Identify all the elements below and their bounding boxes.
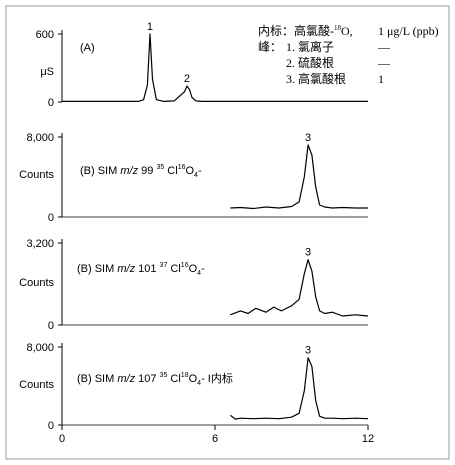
y-tick-label: 0 [48, 420, 54, 432]
y-axis-label: Counts [19, 379, 54, 391]
panel-label: (A) [80, 42, 95, 54]
panel-2: 0 8,000 Counts (B) SIM m/z 99 35 Cl16O4- 3 [19, 132, 368, 224]
legend-block: 内标：高氯酸-18O, 1 μg/L (ppb) 峰： 1. 氯离子 — 2. … [258, 23, 439, 86]
panel-1: 0 600 μS (A) 1 2 [36, 21, 368, 109]
legend-peak-heading: 峰： [258, 40, 282, 54]
chromatogram-trace [230, 144, 368, 210]
legend-peak-3-value: 1 [378, 72, 384, 86]
x-tick-label: 12 [362, 433, 374, 445]
peak-label: 1 [147, 21, 153, 33]
legend-peak-1-value: — [377, 40, 391, 54]
x-tick-label: 6 [212, 433, 218, 445]
peak-label: 2 [184, 73, 190, 85]
chromatogram-trace [62, 33, 368, 103]
legend-peak-2-value: — [377, 56, 391, 70]
y-tick-label: 0 [48, 212, 54, 224]
peak-label: 3 [305, 132, 311, 144]
panel-3: 0 3,200 Counts (B) SIM m/z 101 37 Cl16O4- 3 [19, 238, 369, 332]
y-tick-label: 8,000 [26, 132, 54, 144]
panel-label: (B) SIM m/z 99 35 Cl16O4- [80, 164, 202, 179]
peak-label: 3 [305, 247, 311, 259]
figure-border [5, 5, 450, 460]
legend-peak-3: 3. 高氯酸根 [286, 71, 346, 86]
y-axis-label: Counts [19, 277, 54, 289]
y-axis-label: Counts [19, 169, 54, 181]
legend-title: 内标：高氯酸-18O, [258, 23, 353, 38]
peak-label: 3 [305, 345, 311, 357]
x-axis: 0 6 12 [59, 425, 374, 445]
y-axis-label: μS [40, 66, 54, 78]
y-tick-label: 600 [36, 29, 54, 41]
chromatogram-trace [229, 357, 369, 420]
y-tick-label: 0 [48, 97, 54, 109]
panel-4: 0 8,000 Counts (B) SIM m/z 107 35 Cl18O4- I… [19, 342, 369, 432]
legend-peak-2: 2. 硫酸根 [286, 55, 334, 70]
y-tick-label: 0 [48, 320, 54, 332]
y-tick-label: 3,200 [26, 238, 54, 250]
legend-title-value: 1 μg/L (ppb) [378, 24, 439, 38]
panel-label: (B) SIM m/z 101 37 Cl16O4- [77, 262, 205, 277]
panel-label: (B) SIM m/z 107 35 Cl18O4- I内标 [77, 371, 233, 387]
y-tick-label: 8,000 [26, 342, 54, 354]
chromatogram-trace [230, 259, 369, 317]
x-tick-label: 0 [59, 433, 65, 445]
legend-peak-1: 1. 氯离子 [286, 39, 334, 54]
panels: 0 600 μS (A) 1 2 0 8,000 Counts (B) SIM m/z 99 35… [19, 21, 369, 432]
